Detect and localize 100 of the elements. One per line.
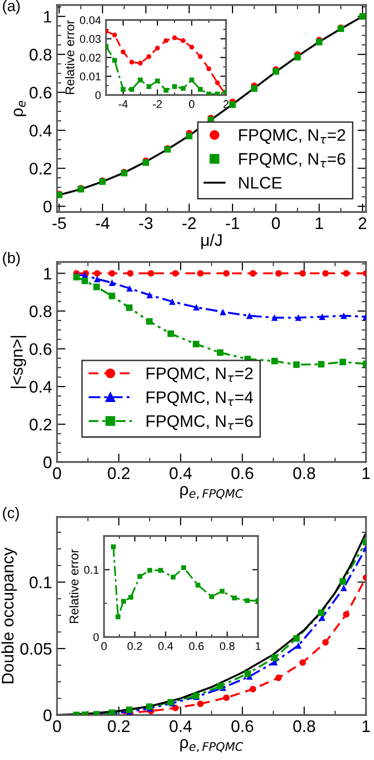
point — [275, 270, 282, 277]
point — [121, 598, 126, 604]
point — [189, 44, 194, 50]
point — [146, 54, 152, 59]
legend-label: FPQMC, N$_{τ}$=2 — [239, 129, 346, 144]
point — [172, 35, 177, 40]
point — [181, 565, 186, 570]
point — [295, 642, 302, 649]
y-tick-label: 1 — [44, 10, 52, 22]
point — [198, 54, 203, 59]
point — [116, 614, 120, 620]
x-tick-label: 1 — [362, 467, 370, 479]
point — [120, 49, 126, 54]
x-tick-label: 0.6 — [231, 467, 254, 480]
point — [170, 574, 176, 580]
point — [129, 60, 134, 65]
x-tick-label: 0.4 — [158, 642, 173, 650]
point — [180, 86, 186, 91]
x-tick-label: -1 — [226, 217, 240, 229]
point — [271, 314, 278, 321]
point — [148, 270, 154, 277]
point — [244, 598, 250, 604]
point — [250, 270, 256, 277]
point — [340, 312, 348, 320]
y-axis-title: |<sgn>| — [10, 336, 26, 388]
point — [164, 88, 168, 93]
point — [108, 279, 116, 286]
legend-label: FPQMC, N$_{τ}$=6 — [239, 153, 346, 168]
x-tick-label: 2 — [358, 217, 366, 229]
point — [216, 349, 224, 356]
point — [293, 635, 300, 642]
y-tick-label: 0.02 — [80, 54, 101, 62]
point — [126, 270, 134, 277]
y-tick-label: 0.6 — [30, 343, 52, 355]
point — [340, 584, 348, 592]
point — [299, 659, 306, 666]
point — [169, 298, 176, 305]
x-tick-label: 0.8 — [220, 642, 234, 650]
point — [172, 84, 177, 89]
point — [192, 340, 200, 348]
point — [250, 686, 256, 692]
x-tick-label: 0.2 — [128, 642, 142, 650]
x-axis-title: μ/J — [201, 234, 222, 250]
point — [108, 270, 116, 277]
point — [146, 84, 152, 89]
x-axis-title: ρ$_{e,FPQMC}$ — [180, 738, 244, 752]
point — [108, 292, 116, 300]
y-axis-title: Relative error — [69, 549, 78, 623]
x-tick-label: 0.4 — [170, 720, 192, 732]
x-tick-label: 1 — [362, 720, 370, 732]
point — [93, 284, 100, 290]
point — [215, 92, 220, 95]
point — [215, 80, 220, 86]
legend-label: NLCE — [239, 176, 282, 189]
y-tick-label: 0.8 — [30, 305, 52, 318]
point — [172, 270, 179, 277]
point — [229, 101, 236, 108]
x-tick-label: 0.4 — [170, 467, 192, 480]
y-tick-label: 0.03 — [80, 35, 101, 43]
y-tick-label: 0.01 — [80, 72, 101, 80]
point — [209, 594, 214, 600]
point — [164, 38, 168, 44]
y-axis-title: Relative error — [65, 20, 74, 94]
point — [220, 308, 226, 316]
point — [322, 639, 329, 646]
y-tick-label: 0.4 — [30, 380, 52, 393]
x-tick-label: 0.6 — [189, 642, 204, 650]
y-tick-label: 1 — [44, 268, 52, 280]
x-tick-label: 0.8 — [293, 720, 316, 732]
point — [120, 86, 126, 92]
x-tick-label: -3 — [139, 217, 153, 230]
y-tick-label: 0.1 — [30, 576, 52, 588]
y-tick-label: 0.05 — [20, 642, 52, 655]
point — [155, 78, 160, 84]
x-tick-label: 0 — [101, 642, 107, 650]
legend-label: FPQMC, N$_{τ}$=4 — [146, 391, 253, 406]
y-tick-label: 0 — [44, 456, 52, 468]
x-tick-label: 0.8 — [293, 467, 316, 480]
y-tick-label: 0 — [44, 709, 52, 722]
point — [271, 358, 278, 364]
point — [167, 330, 174, 337]
point — [138, 78, 143, 82]
y-tick-label: 0 — [93, 633, 99, 642]
y-tick-label: 0.2 — [30, 418, 52, 430]
y-axis-title: Double occupancy — [1, 547, 17, 684]
point — [340, 358, 346, 366]
x-tick-label: -4 — [96, 217, 110, 229]
point — [186, 132, 192, 140]
point — [196, 582, 200, 588]
text: (a) — [2, 0, 20, 14]
point — [246, 312, 253, 320]
point — [189, 78, 194, 82]
point — [110, 544, 116, 550]
text: (b) — [2, 252, 20, 266]
point — [318, 610, 324, 616]
x-tick-label: -5 — [52, 217, 66, 230]
point — [250, 85, 258, 92]
point — [342, 611, 350, 618]
y-tick-label: 0.2 — [30, 162, 52, 175]
x-tick-label: 0.2 — [108, 720, 130, 732]
